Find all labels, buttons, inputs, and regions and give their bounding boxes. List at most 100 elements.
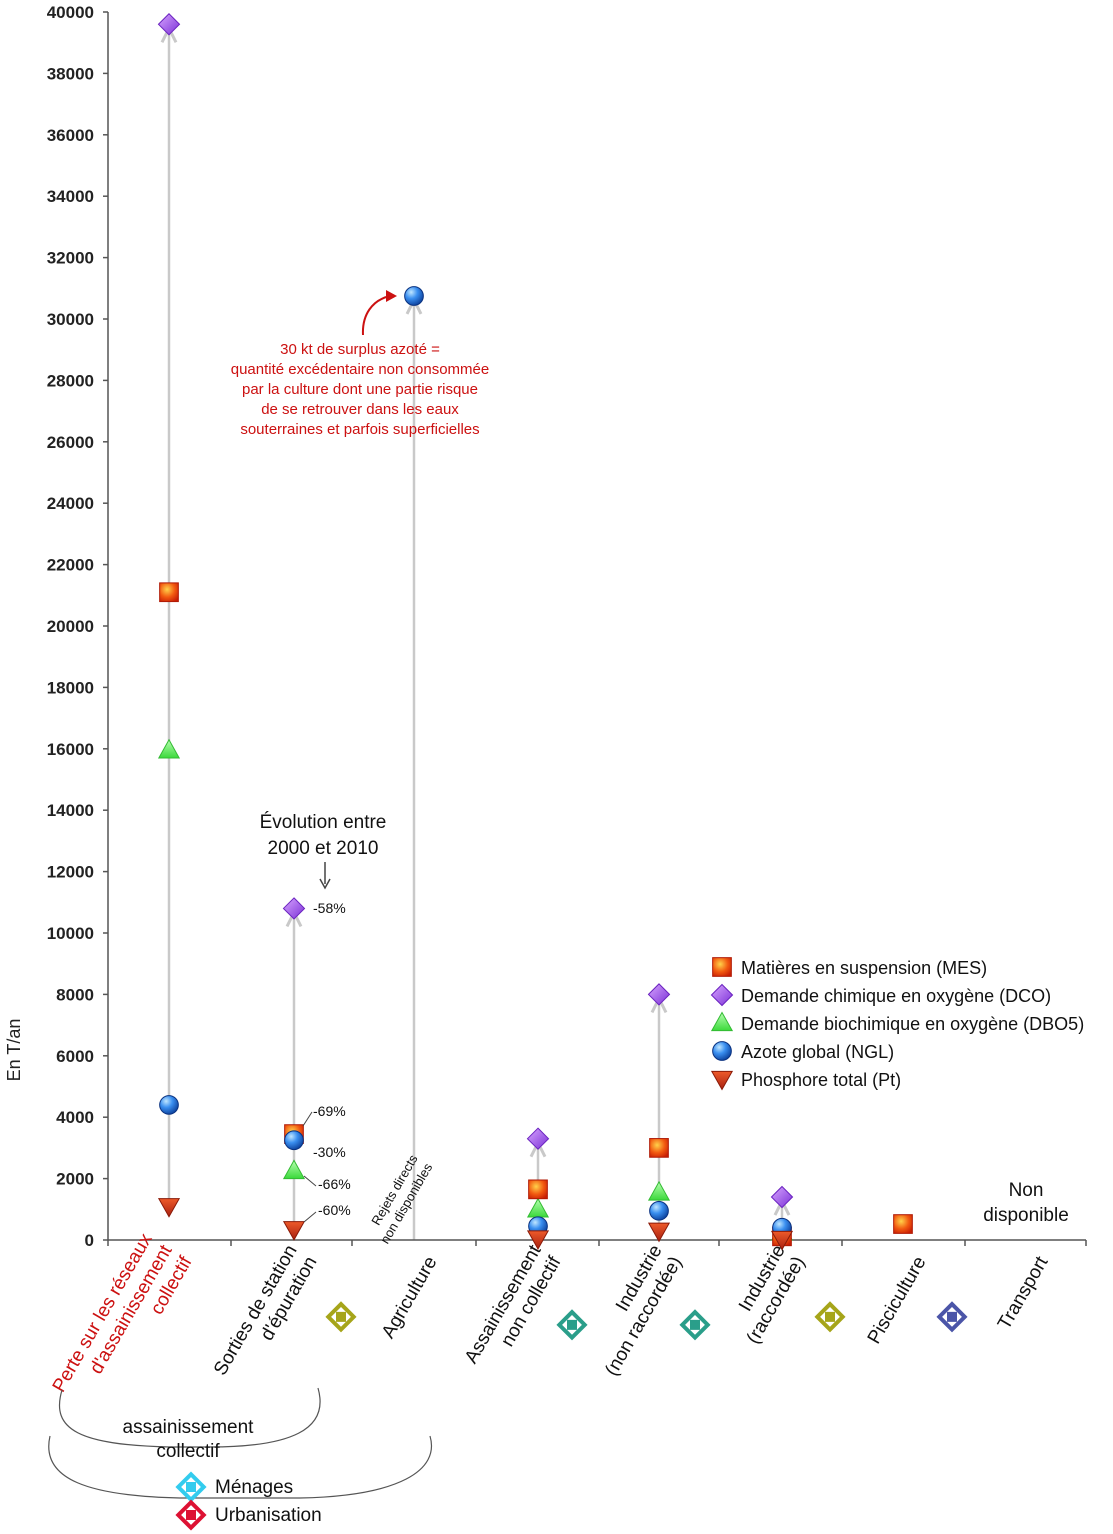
industry-icon	[556, 1309, 588, 1341]
y-tick-label: 36000	[47, 126, 94, 145]
data-marks	[157, 13, 913, 1251]
data-point-square	[159, 582, 179, 603]
collectif-label: assainissement	[123, 1417, 255, 1438]
category-label: Transport	[994, 1252, 1053, 1333]
transport-note-line: Non	[1009, 1180, 1044, 1201]
evolution-percent: -30%	[313, 1144, 346, 1160]
category-label: Agriculture	[378, 1253, 442, 1342]
legend-label: Azote global (NGL)	[741, 1042, 894, 1062]
y-tick-label: 24000	[47, 494, 94, 513]
fish-farming-icon-core	[825, 1311, 835, 1322]
category-label-group: Perte sur les réseauxd'assainissementcol…	[49, 1230, 197, 1396]
transport-note-line: disponible	[983, 1205, 1069, 1226]
agriculture-icon-core	[336, 1311, 346, 1322]
legend: Matières en suspension (MES) Demande chim…	[710, 957, 1084, 1091]
legend-marker-square	[712, 957, 732, 977]
data-point-triangle-down	[157, 1198, 181, 1218]
households-bracket	[48, 1435, 432, 1499]
data-point-diamond	[770, 1185, 794, 1209]
annotations: Évolution entre 2000 et 2010 -58% -69% -30% -…	[48, 290, 1069, 1531]
y-tick-label: 8000	[56, 985, 94, 1004]
fish-farming-icon-shape	[814, 1301, 846, 1333]
data-point-circle	[284, 1130, 304, 1151]
data-point-circle	[649, 1200, 669, 1221]
evolution-percent: -58%	[313, 900, 346, 916]
agriculture-note-line: par la culture dont une partie risque	[242, 381, 478, 398]
y-tick-label: 28000	[47, 371, 94, 390]
category-label-group: Industrie(non raccordée)	[601, 1242, 686, 1380]
legend-label: Demande chimique en oxygène (DCO)	[741, 986, 1051, 1006]
y-tick-label: 38000	[47, 64, 94, 83]
industry-icon	[679, 1309, 711, 1341]
agriculture-note-line: quantité excédentaire non consommée	[231, 361, 490, 378]
legend-marker-triangle-down	[710, 1070, 734, 1091]
data-point-circle	[404, 286, 424, 306]
households-icon-shape	[175, 1471, 207, 1503]
transport-icon	[936, 1301, 968, 1333]
data-point-diamond	[157, 13, 181, 36]
evolution-percent: -66%	[318, 1176, 351, 1192]
category-label: Pisciculture	[864, 1253, 931, 1348]
category-label-group: Pisciculture	[864, 1253, 931, 1348]
group-legend-label: Ménages	[215, 1477, 293, 1498]
industry-icon-shape	[556, 1309, 588, 1341]
data-point-triangle-down	[770, 1230, 794, 1251]
data-point-square	[649, 1138, 669, 1158]
y-tick-label: 34000	[47, 187, 94, 206]
collectif-bracket	[58, 1387, 321, 1448]
data-point-triangle-up	[157, 738, 181, 759]
y-tick-label: 30000	[47, 310, 94, 329]
y-tick-label: 26000	[47, 433, 94, 452]
legend-marker-triangle-up	[710, 1011, 734, 1032]
evolution-title: 2000 et 2010	[268, 838, 379, 859]
data-point-diamond	[282, 897, 306, 920]
agriculture-note-line: souterraines et parfois superficielles	[240, 421, 479, 438]
transport-icon-core	[947, 1311, 957, 1322]
category-labels: Perte sur les réseauxd'assainissementcol…	[49, 1230, 1053, 1396]
legend-marker-circle	[712, 1041, 732, 1061]
transport-icon-shape	[936, 1301, 968, 1333]
category-label-group: Transport	[994, 1252, 1053, 1333]
axes: 0 2000 4000 6000 8000 10000 12000 14000 16000 180…	[4, 3, 1087, 1250]
households-icon	[175, 1471, 207, 1503]
y-tick-label: 4000	[56, 1108, 94, 1127]
range-lines	[160, 26, 791, 1240]
data-point-triangle-up	[282, 1159, 306, 1180]
data-point-diamond	[526, 1127, 550, 1150]
data-point-square	[528, 1179, 548, 1200]
y-tick-label: 14000	[47, 801, 94, 820]
y-tick-label: 18000	[47, 678, 94, 697]
y-tick-label: 16000	[47, 740, 94, 759]
y-tick-label: 6000	[56, 1047, 94, 1066]
y-tick-label: 2000	[56, 1170, 94, 1189]
legend-marker-diamond	[710, 983, 734, 1007]
data-point-triangle-down	[282, 1221, 306, 1241]
agriculture-icon-shape	[325, 1301, 357, 1333]
legend-label: Phosphore total (Pt)	[741, 1070, 901, 1090]
data-point-triangle-down	[526, 1230, 550, 1251]
data-point-triangle-up	[526, 1197, 550, 1218]
agriculture-note-line: 30 kt de surplus azoté =	[280, 341, 440, 358]
evolution-title: Évolution entre	[260, 812, 387, 833]
y-tick-label: 40000	[47, 3, 94, 22]
collectif-label: collectif	[156, 1441, 220, 1462]
agriculture-icon	[325, 1301, 357, 1333]
households-icon-core	[186, 1482, 196, 1492]
evolution-percent: -60%	[318, 1202, 351, 1218]
industry-icon-core	[690, 1319, 700, 1330]
data-point-triangle-down	[647, 1222, 671, 1243]
y-tick-label: 0	[85, 1231, 94, 1250]
y-tick-label: 22000	[47, 556, 94, 575]
legend-label: Matières en suspension (MES)	[741, 958, 987, 978]
evolution-leader	[302, 1111, 313, 1127]
data-point-square	[893, 1214, 913, 1234]
evolution-arrowhead	[319, 878, 331, 890]
y-axis-label: En T/an	[4, 1019, 24, 1082]
category-label-group: Agriculture	[378, 1253, 442, 1342]
agriculture-note-line: de se retrouver dans les eaux	[261, 401, 459, 418]
industry-icon-core	[567, 1319, 577, 1330]
